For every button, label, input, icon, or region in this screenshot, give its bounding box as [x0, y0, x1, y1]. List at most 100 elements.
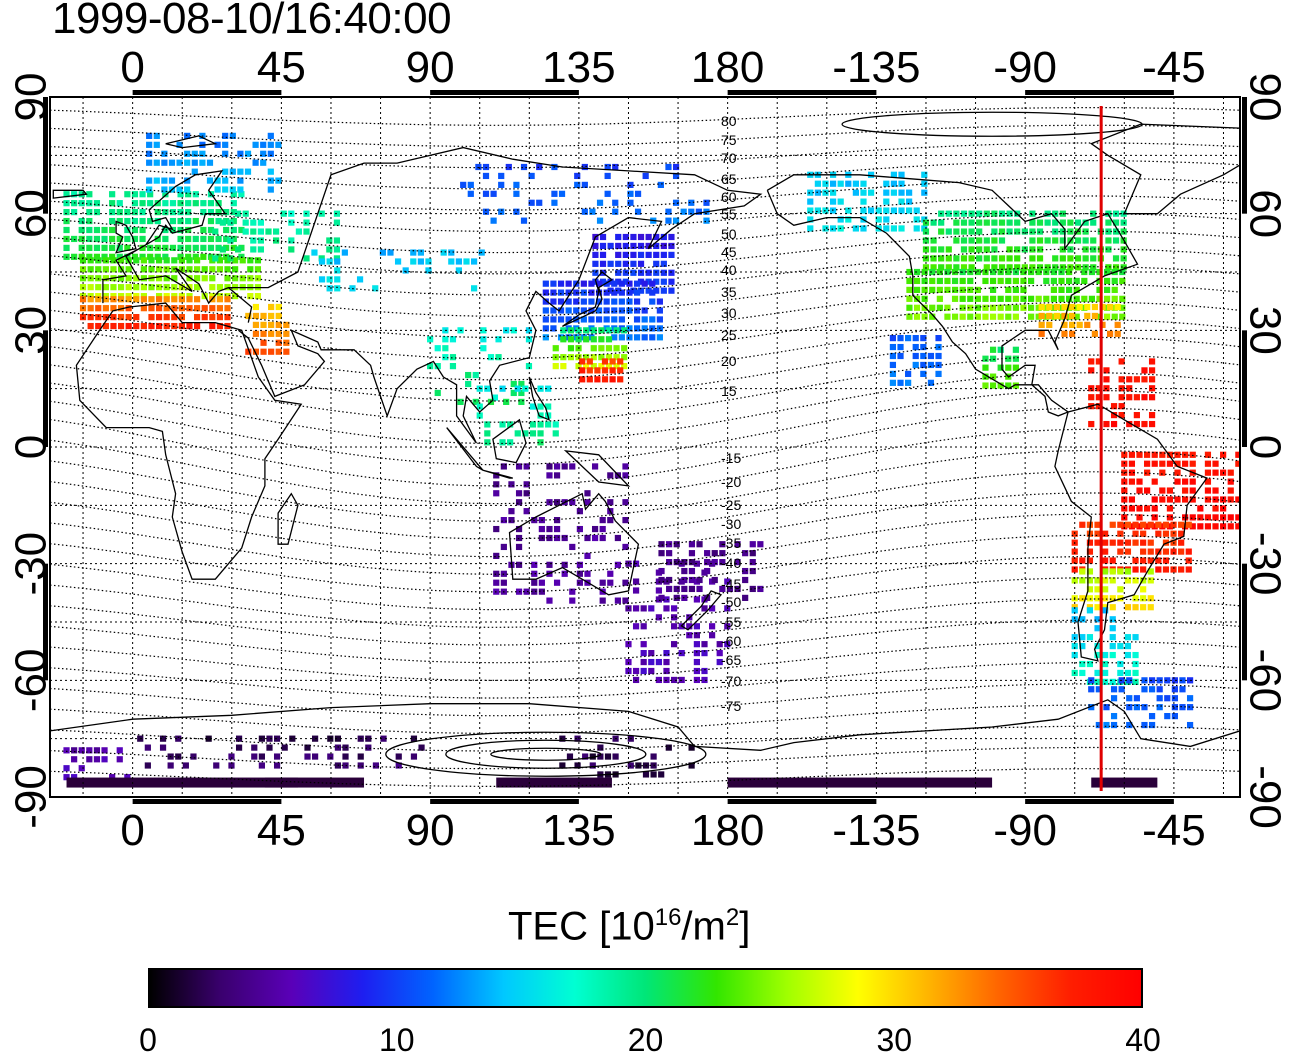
- tec-cell: [634, 190, 642, 197]
- tec-cell: [663, 596, 670, 603]
- tec-cell: [505, 163, 512, 171]
- tec-cell: [561, 534, 568, 542]
- tec-cell: [1073, 295, 1080, 302]
- tec-cell: [201, 305, 208, 312]
- magnetic-latitude-contour: [50, 492, 1240, 558]
- tec-cell: [303, 228, 310, 235]
- tec-cell: [1133, 420, 1140, 428]
- tec-cell: [124, 226, 131, 234]
- tec-cell: [500, 517, 507, 524]
- tec-cell: [565, 280, 572, 287]
- tec-cell: [618, 316, 625, 323]
- magnetic-pole-contour: [490, 747, 602, 761]
- tec-cell: [209, 293, 216, 300]
- tec-cell: [734, 559, 741, 566]
- tec-cell: [603, 316, 610, 323]
- tec-cell: [63, 200, 70, 207]
- tec-cell: [410, 249, 417, 256]
- tec-cell: [1079, 660, 1086, 668]
- tec-cell: [222, 168, 229, 175]
- tec-cell: [1059, 255, 1066, 262]
- tec-cell: [542, 334, 549, 341]
- tec-cell: [1071, 607, 1078, 614]
- tec-cell: [976, 246, 983, 253]
- tec-cell: [960, 255, 968, 262]
- tec-cell: [615, 242, 622, 250]
- tec-cell: [589, 208, 596, 215]
- tec-cell: [604, 190, 611, 197]
- tec-cell: [185, 209, 192, 216]
- tec-cell: [490, 190, 497, 197]
- tec-cell: [906, 207, 913, 214]
- tec-cell: [131, 235, 139, 243]
- tec-cell: [1046, 321, 1053, 328]
- tec-cell: [719, 559, 726, 566]
- tec-cell: [890, 180, 898, 187]
- tec-cell: [1148, 376, 1156, 383]
- tec-cell: [1090, 219, 1097, 226]
- tec-cell: [95, 266, 102, 273]
- tec-cell: [912, 335, 919, 342]
- tec-cell: [109, 200, 116, 207]
- tec-cell: [491, 394, 499, 401]
- tec-cell: [640, 667, 647, 675]
- tec-cell: [982, 382, 989, 389]
- tec-cell: [1071, 651, 1078, 659]
- tec-cell: [688, 199, 695, 206]
- frame-scale-bar: [727, 90, 877, 95]
- tec-cell: [147, 200, 154, 207]
- tec-cell: [1182, 514, 1189, 521]
- tec-cell: [482, 190, 490, 197]
- coastline: [562, 271, 614, 327]
- tec-cell: [1118, 358, 1125, 365]
- tec-cell: [665, 163, 672, 171]
- tec-cell: [622, 543, 629, 551]
- bottom-longitude-label: 45: [257, 806, 306, 855]
- tec-cell: [590, 354, 597, 361]
- tec-cell: [185, 253, 192, 260]
- tec-cell: [1140, 577, 1147, 584]
- tec-cell: [1012, 277, 1019, 285]
- tec-cell: [653, 278, 660, 285]
- tec-cell: [807, 189, 814, 196]
- tec-cell: [749, 550, 756, 557]
- tec-cell: [1126, 385, 1133, 392]
- tec-cell: [1148, 686, 1156, 693]
- tec-cell: [542, 316, 549, 323]
- tec-cell: [87, 284, 94, 291]
- tec-cell: [655, 658, 662, 666]
- tec-cell: [1038, 321, 1045, 328]
- tec-cell: [607, 260, 614, 267]
- tec-cell: [333, 246, 341, 253]
- tec-cell: [334, 276, 341, 283]
- tec-cell: [584, 570, 591, 577]
- tec-cell: [565, 289, 572, 296]
- tec-cell: [1212, 505, 1219, 512]
- tec-cell: [542, 289, 549, 296]
- tec-cell: [1212, 496, 1219, 503]
- tec-cell: [283, 348, 290, 355]
- tec-cell: [1012, 286, 1019, 293]
- tec-cell: [921, 286, 928, 293]
- top-longitude-label: 45: [257, 43, 306, 92]
- tec-cell: [78, 244, 85, 251]
- tec-cell: [1105, 228, 1112, 235]
- magnetic-latitude-contour: [50, 725, 1240, 752]
- tec-cell: [1044, 237, 1051, 244]
- tec-cell: [983, 219, 990, 226]
- tec-cell: [1086, 557, 1094, 564]
- tec-cell: [1067, 219, 1074, 226]
- tec-cell: [356, 276, 364, 283]
- tec-cell: [1012, 346, 1019, 353]
- tec-cell: [658, 576, 665, 584]
- tec-cell: [1140, 548, 1147, 555]
- tec-cell: [1119, 295, 1126, 302]
- tec-cell: [1068, 321, 1076, 328]
- tec-cell: [71, 253, 78, 260]
- tec-cell: [116, 253, 123, 260]
- tec-cell: [709, 632, 716, 639]
- tec-cell: [626, 334, 633, 341]
- tec-cell: [193, 322, 201, 330]
- tec-cell: [1117, 530, 1124, 537]
- tec-cell: [1164, 677, 1171, 684]
